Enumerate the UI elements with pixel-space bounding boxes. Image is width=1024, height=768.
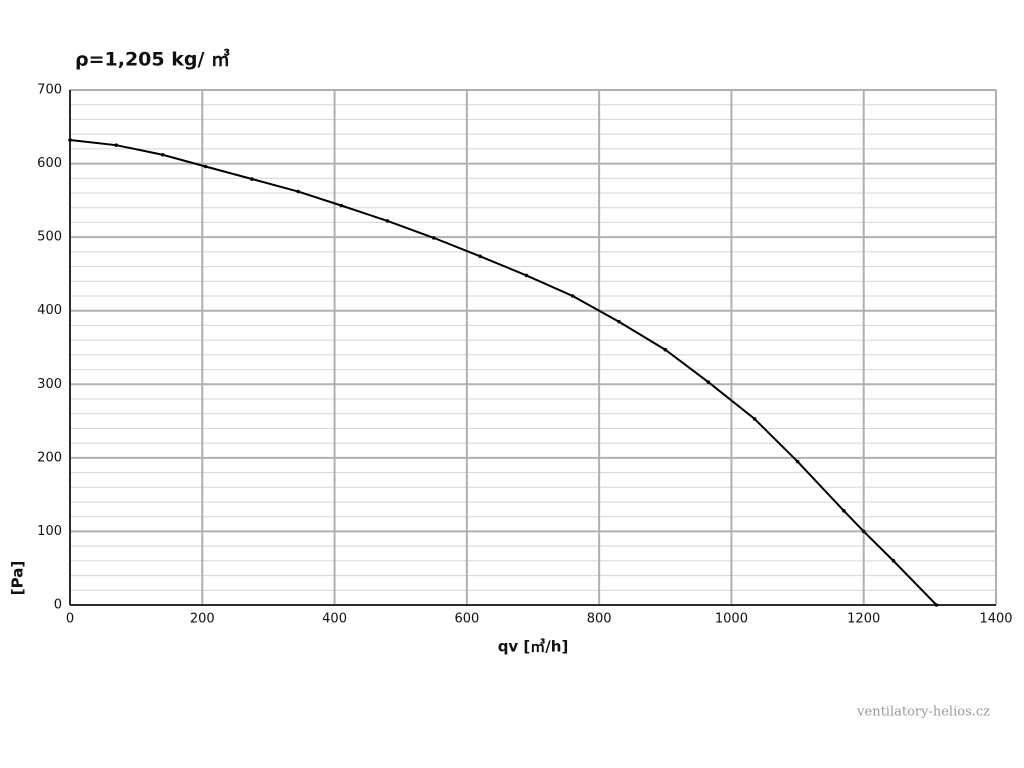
point bbox=[68, 138, 72, 142]
point bbox=[339, 203, 343, 208]
x-tick-label: 200 bbox=[190, 612, 215, 627]
y-axis-label: [Pa] bbox=[9, 561, 27, 595]
chart-title: ρ=1,205 kg/ ㎥ bbox=[75, 48, 230, 71]
y-tick-label: 600 bbox=[37, 156, 62, 171]
point bbox=[160, 152, 165, 157]
point bbox=[296, 189, 300, 194]
point bbox=[385, 219, 390, 223]
x-tick-label: 800 bbox=[587, 612, 612, 627]
x-axis-label: qv [㎥/h] bbox=[498, 638, 569, 656]
point bbox=[617, 319, 621, 324]
y-tick-label: 300 bbox=[37, 377, 62, 392]
point bbox=[431, 236, 436, 240]
y-tick-label: 400 bbox=[37, 303, 62, 318]
x-tick-label: 1400 bbox=[979, 612, 1012, 627]
x-tick-label: 400 bbox=[322, 612, 347, 627]
point bbox=[842, 509, 846, 513]
x-tick-label: 0 bbox=[66, 612, 74, 627]
point bbox=[663, 347, 668, 352]
point bbox=[114, 143, 119, 147]
point bbox=[891, 559, 896, 563]
point bbox=[250, 177, 254, 181]
point bbox=[706, 380, 711, 384]
watermark: ventilatory-helios.cz bbox=[856, 705, 990, 720]
x-tick-label: 1200 bbox=[847, 612, 880, 627]
plot-area bbox=[70, 90, 996, 605]
point bbox=[861, 529, 866, 534]
y-tick-label: 500 bbox=[37, 230, 62, 245]
point bbox=[934, 603, 939, 607]
y-tick-label: 700 bbox=[37, 83, 62, 98]
point bbox=[752, 417, 757, 421]
point bbox=[203, 164, 208, 169]
point bbox=[524, 273, 529, 278]
point bbox=[795, 459, 800, 464]
point bbox=[570, 294, 575, 298]
point bbox=[478, 254, 482, 259]
y-tick-label: 100 bbox=[37, 524, 62, 539]
x-tick-label: 600 bbox=[454, 612, 479, 627]
y-tick-label: 200 bbox=[37, 450, 62, 465]
y-tick-label: 0 bbox=[54, 598, 62, 613]
x-tick-label: 1000 bbox=[715, 612, 748, 627]
